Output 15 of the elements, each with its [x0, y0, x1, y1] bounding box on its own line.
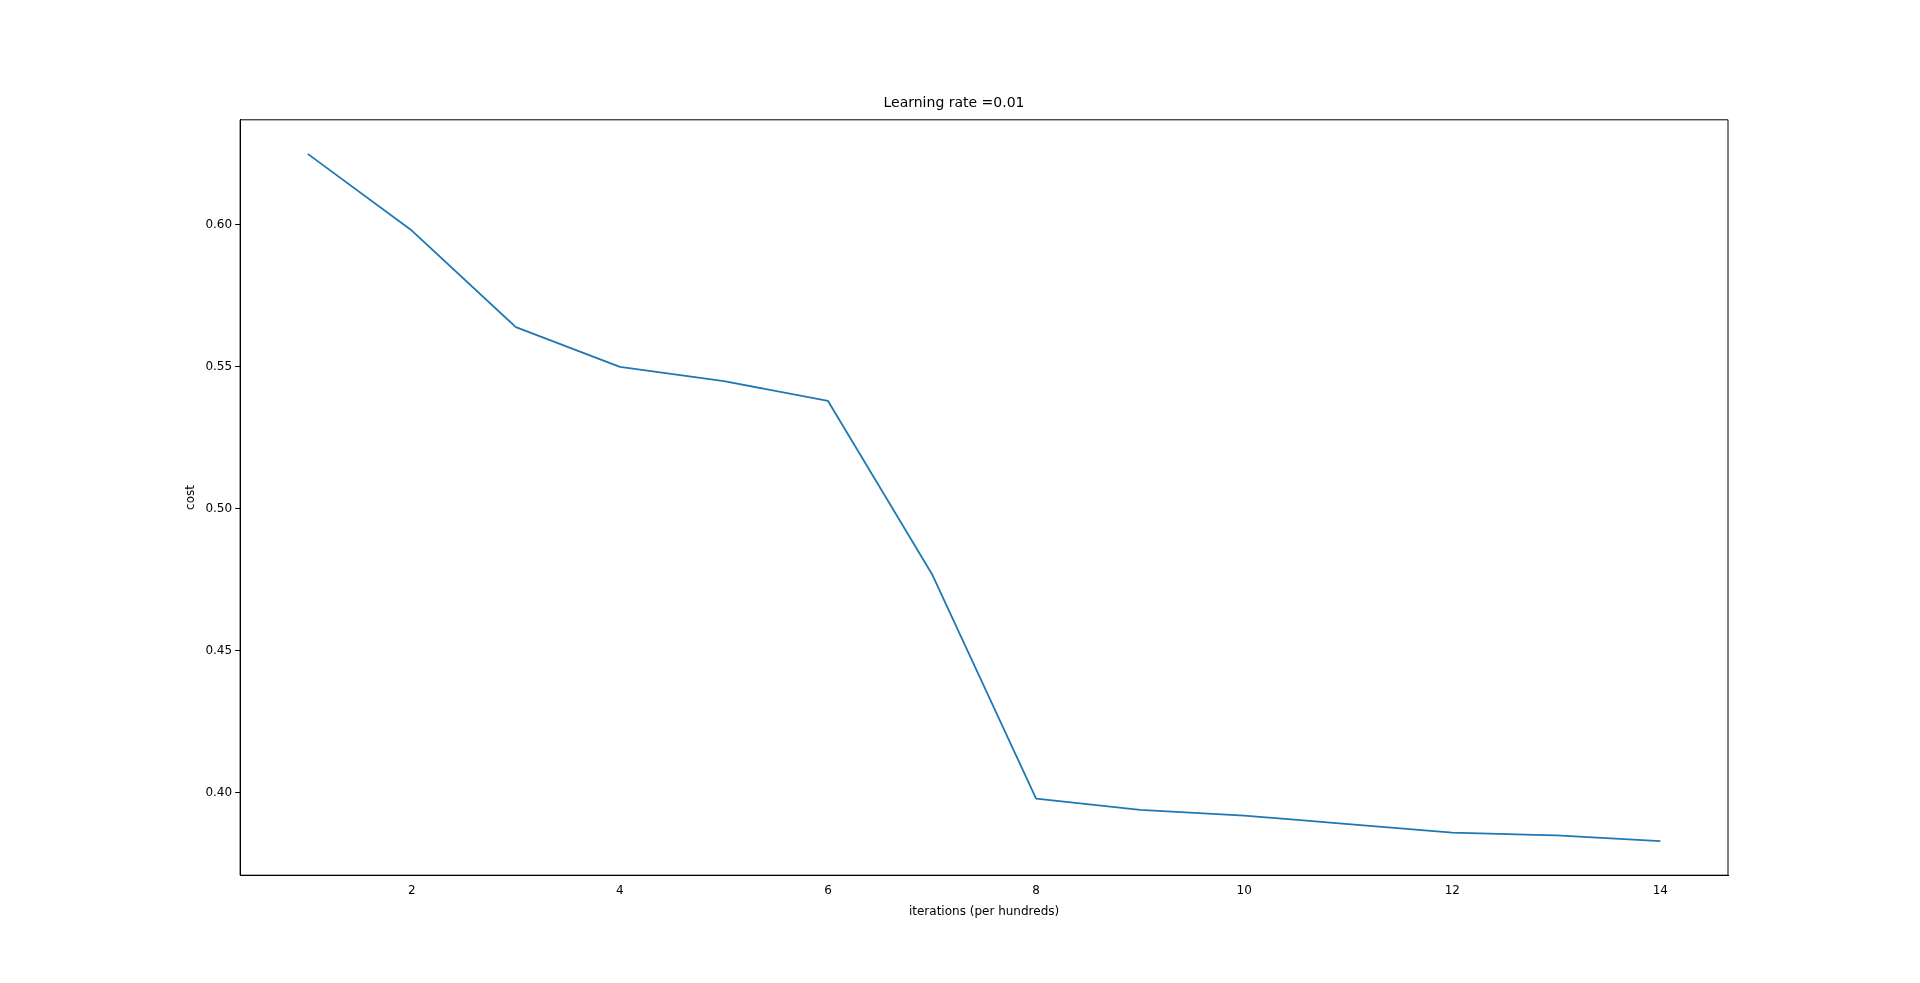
x-tick-label: 6 [824, 882, 832, 897]
y-axis-title: cost [183, 484, 198, 510]
x-tick-label: 12 [1444, 882, 1460, 897]
x-tick-label: 4 [616, 882, 624, 897]
y-tick-label: 0.60 [205, 217, 233, 231]
x-tick-label: 8 [1032, 882, 1040, 897]
y-tick-label: 0.45 [205, 642, 233, 657]
y-tick-label: 0.50 [205, 500, 233, 515]
x-tick-label: 2 [407, 882, 416, 897]
y-tick-label: 0.40 [205, 784, 233, 799]
x-tick-label: 10 [1236, 882, 1252, 897]
x-tick-label: 14 [1652, 882, 1669, 897]
y-tick-label: 0.55 [205, 358, 233, 373]
chart-title: Learning rate =0.01 [883, 94, 1025, 111]
x-axis-title: iterations (per hundreds) [908, 903, 1060, 918]
